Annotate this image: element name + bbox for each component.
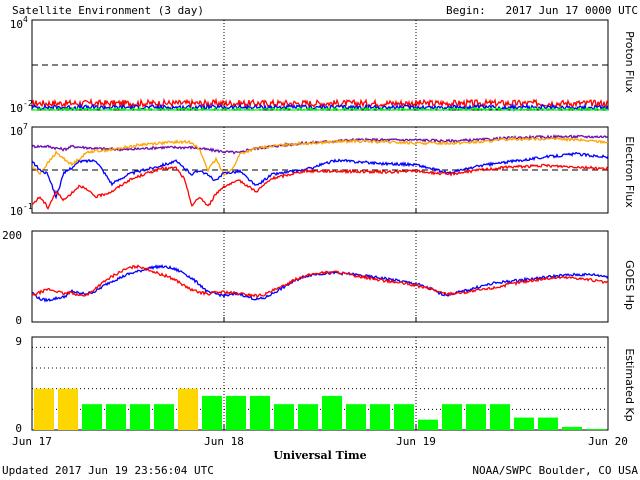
y-axis-label-electron: Electron Flux: [623, 136, 636, 208]
kp-bar-4: [130, 404, 150, 430]
kp-bar-12: [322, 395, 342, 430]
panel-frame-hp: [31, 230, 609, 323]
y-axis-label-proton: Proton Flux: [623, 31, 636, 93]
kp-bar-1: [58, 388, 78, 430]
y-tick-base-proton-1: 10: [10, 102, 23, 115]
updated-timestamp: Updated 2017 Jun 19 23:56:04 UTC: [2, 464, 214, 477]
kp-bar-13: [346, 404, 366, 430]
begin-label: Begin:: [446, 4, 486, 17]
panel-frame-proton: [31, 19, 609, 111]
kp-bar-2: [82, 404, 102, 430]
kp-bar-10: [274, 404, 294, 430]
y-axis-label-kp: Estimated Kp: [623, 348, 636, 421]
x-tick-label-3: Jun 20: [588, 435, 628, 448]
y-tick-base-electron-1: 10: [10, 205, 23, 218]
series-electron-orange: [31, 136, 609, 178]
series-hp-red: [31, 264, 608, 298]
series-proton-red: [31, 97, 609, 110]
series-electron-blue: [31, 151, 609, 200]
panel-frame-kp: [31, 336, 609, 431]
kp-bar-16: [418, 419, 438, 430]
y-tick-exp-electron-1: -1: [23, 202, 33, 211]
series-proton-blue: [31, 102, 609, 112]
y-tick-label-hp-1: 0: [15, 314, 22, 327]
x-tick-label-0: Jun 17: [12, 435, 52, 448]
y-tick-exp-proton-1: -2: [23, 99, 33, 108]
kp-bar-17: [442, 404, 462, 430]
y-tick-label-hp-0: 200: [2, 229, 22, 242]
kp-bar-3: [106, 404, 126, 430]
kp-bar-21: [538, 417, 558, 430]
y-tick-label-kp-1: 0: [15, 422, 22, 435]
begin-value: 2017 Jun 17 0000 UTC: [506, 4, 638, 17]
y-tick-base-proton-0: 10: [10, 18, 23, 31]
kp-bar-19: [490, 404, 510, 430]
series-hp-blue: [31, 264, 609, 303]
series-proton-green: [31, 106, 608, 112]
y-tick-exp-proton-0: 4: [23, 15, 28, 24]
y-axis-label-hp: GOES Hp: [623, 260, 636, 310]
kp-bar-0: [34, 388, 54, 430]
x-tick-label-2: Jun 19: [396, 435, 436, 448]
chart-title: Satellite Environment (3 day): [12, 4, 204, 17]
kp-bar-22: [562, 426, 582, 430]
kp-bar-5: [154, 404, 174, 430]
credit-text: NOAA/SWPC Boulder, CO USA: [472, 464, 638, 477]
kp-bar-11: [298, 404, 318, 430]
kp-bar-7: [202, 395, 222, 430]
kp-bar-18: [466, 404, 486, 430]
y-tick-exp-electron-0: 7: [23, 122, 28, 131]
kp-bar-15: [394, 404, 414, 430]
x-axis-label: Universal Time: [273, 449, 366, 462]
y-tick-label-kp-0: 9: [15, 335, 22, 348]
kp-bar-14: [370, 404, 390, 430]
y-tick-base-electron-0: 10: [10, 125, 23, 138]
x-tick-label-1: Jun 18: [204, 435, 244, 448]
kp-bar-8: [226, 395, 246, 430]
kp-bar-9: [250, 395, 270, 430]
series-electron-red: [31, 163, 609, 210]
series-electron-purple: [31, 134, 609, 155]
kp-bar-23: [586, 428, 606, 430]
kp-bar-20: [514, 417, 534, 430]
kp-bar-6: [178, 388, 198, 430]
